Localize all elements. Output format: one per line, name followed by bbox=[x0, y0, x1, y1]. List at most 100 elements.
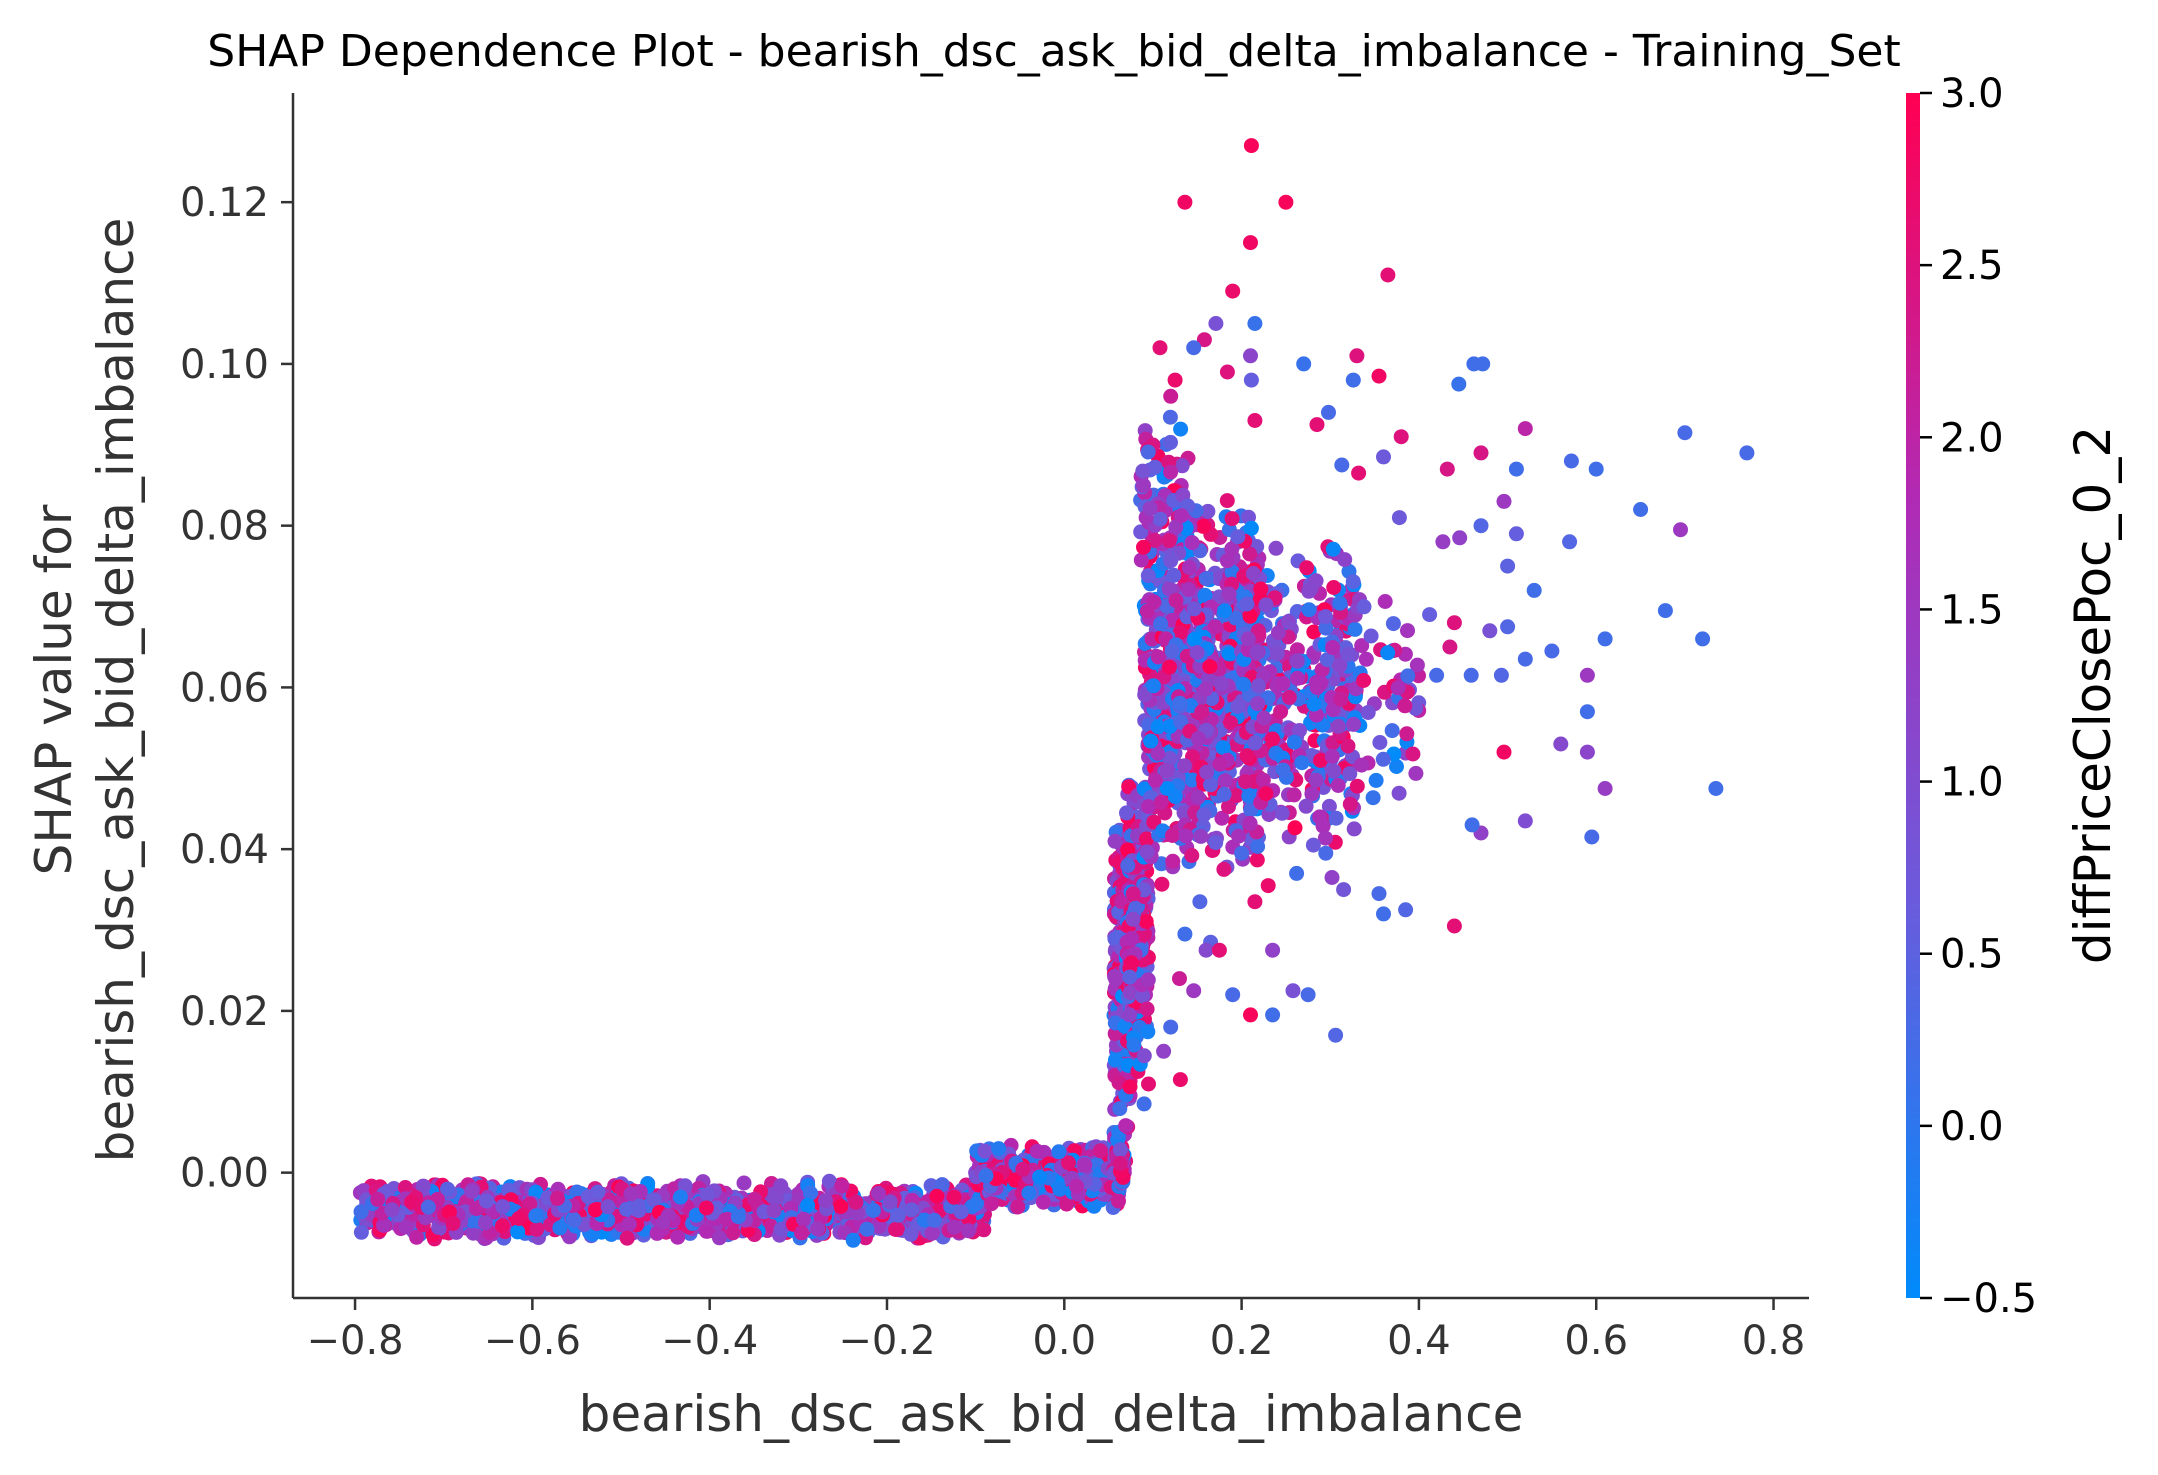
data-point bbox=[1385, 616, 1401, 632]
data-point bbox=[1120, 858, 1136, 873]
data-point bbox=[1306, 624, 1322, 640]
data-point bbox=[621, 1216, 637, 1232]
data-point bbox=[1224, 511, 1240, 527]
data-point bbox=[623, 1186, 639, 1202]
data-point bbox=[1154, 876, 1170, 892]
data-point bbox=[1588, 461, 1604, 477]
data-point bbox=[1298, 798, 1314, 814]
data-point bbox=[1508, 526, 1524, 542]
data-point bbox=[946, 1219, 962, 1235]
data-point bbox=[1553, 736, 1569, 752]
data-point bbox=[600, 1199, 616, 1215]
data-point bbox=[1142, 501, 1158, 517]
data-point bbox=[1107, 1052, 1123, 1068]
data-point bbox=[1299, 560, 1315, 576]
data-point bbox=[1243, 348, 1258, 364]
y-tick-label: 0.08 bbox=[180, 504, 269, 550]
data-point bbox=[1309, 417, 1325, 433]
data-point bbox=[465, 1225, 481, 1241]
data-point bbox=[903, 1226, 919, 1242]
data-point bbox=[1139, 1001, 1155, 1017]
data-point bbox=[1517, 651, 1533, 667]
data-point bbox=[1319, 652, 1335, 668]
data-point bbox=[415, 1178, 431, 1194]
data-point bbox=[1289, 653, 1305, 669]
data-point bbox=[1286, 787, 1302, 803]
data-point bbox=[1214, 810, 1230, 826]
data-point bbox=[1482, 623, 1498, 639]
data-point bbox=[736, 1175, 752, 1191]
data-point bbox=[1243, 372, 1259, 388]
data-point bbox=[1315, 818, 1331, 834]
data-point bbox=[871, 1185, 886, 1201]
data-point bbox=[1143, 733, 1159, 749]
data-point bbox=[1354, 638, 1370, 654]
data-point bbox=[1342, 796, 1358, 812]
data-point bbox=[1224, 541, 1240, 557]
data-point bbox=[968, 1196, 984, 1212]
data-point bbox=[1517, 813, 1533, 829]
data-point bbox=[1451, 376, 1467, 392]
data-point bbox=[1496, 493, 1512, 509]
data-point bbox=[1140, 444, 1156, 460]
data-point bbox=[1147, 773, 1163, 788]
data-point bbox=[1146, 678, 1161, 694]
data-point bbox=[1247, 735, 1263, 751]
data-point bbox=[1140, 568, 1156, 584]
data-point bbox=[1059, 1196, 1075, 1212]
data-point bbox=[1162, 409, 1178, 425]
data-point bbox=[1147, 532, 1163, 548]
data-point bbox=[711, 1230, 727, 1246]
colorbar-tick-label: −0.5 bbox=[1940, 1276, 2037, 1322]
data-point bbox=[1150, 719, 1166, 735]
data-point bbox=[1219, 553, 1235, 569]
data-point bbox=[1333, 691, 1349, 707]
data-point bbox=[1193, 828, 1209, 844]
data-point bbox=[1500, 558, 1516, 574]
data-point bbox=[1181, 582, 1197, 598]
data-point bbox=[773, 1178, 789, 1194]
data-point bbox=[1356, 599, 1372, 615]
data-point bbox=[1217, 773, 1233, 789]
data-point bbox=[1136, 1048, 1152, 1064]
data-point bbox=[1275, 762, 1291, 778]
colorbar-tick-label: 1.5 bbox=[1940, 587, 2004, 633]
data-point bbox=[477, 1215, 493, 1231]
data-point bbox=[1399, 726, 1415, 742]
data-point bbox=[1241, 788, 1257, 804]
data-point bbox=[1285, 983, 1301, 999]
data-point bbox=[441, 1204, 457, 1220]
data-point bbox=[1390, 680, 1406, 696]
data-point bbox=[1199, 764, 1215, 780]
data-point bbox=[848, 1194, 864, 1210]
data-point bbox=[1346, 716, 1362, 732]
data-point bbox=[1211, 942, 1227, 958]
x-tick-label: 0.8 bbox=[1742, 1318, 1806, 1364]
data-point bbox=[550, 1190, 565, 1206]
data-point bbox=[1163, 553, 1179, 569]
data-point bbox=[1243, 520, 1259, 536]
data-point bbox=[1253, 581, 1269, 597]
data-point bbox=[730, 1209, 746, 1225]
y-tick-label: 0.06 bbox=[180, 665, 269, 711]
data-point bbox=[1318, 609, 1333, 625]
data-point bbox=[1265, 942, 1281, 958]
data-point bbox=[1122, 1079, 1138, 1095]
data-point bbox=[859, 1221, 875, 1237]
data-point bbox=[991, 1141, 1007, 1157]
colorbar-label: diffPriceClosePoc_0_2 bbox=[2064, 426, 2122, 964]
data-point bbox=[1198, 942, 1214, 958]
chart-title: SHAP Dependence Plot - bearish_dsc_ask_b… bbox=[207, 26, 1900, 77]
data-point bbox=[1265, 731, 1280, 747]
data-point bbox=[1164, 643, 1180, 659]
data-point bbox=[569, 1184, 585, 1200]
data-point bbox=[1328, 1027, 1344, 1043]
data-point bbox=[1325, 541, 1341, 557]
data-point bbox=[1221, 646, 1237, 662]
colorbar bbox=[1906, 93, 1920, 1298]
colorbar-tick-label: 3.0 bbox=[1940, 71, 2004, 117]
data-point bbox=[670, 1229, 686, 1245]
data-point bbox=[1677, 425, 1693, 441]
data-point bbox=[929, 1188, 945, 1204]
